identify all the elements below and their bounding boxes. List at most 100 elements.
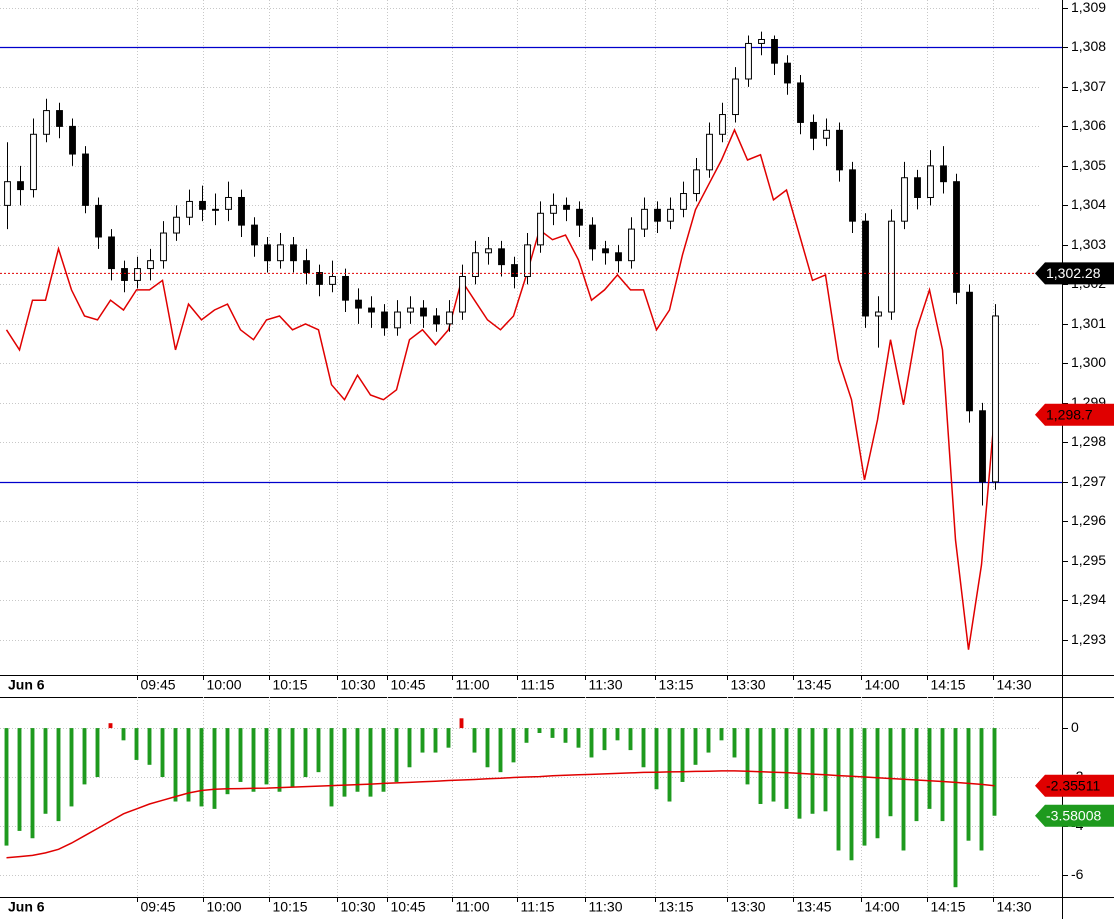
candle-body [862, 220, 869, 317]
candle-body [17, 181, 24, 191]
y-tick-label: 1,304 [1071, 196, 1106, 212]
price-marker-label: -2.35511 [1046, 777, 1100, 793]
candle-body [303, 260, 310, 274]
x-tick-label: 11:30 [589, 677, 623, 693]
histogram-bar [615, 728, 620, 741]
histogram-bar [160, 728, 165, 778]
histogram-bar [108, 723, 113, 729]
histogram-bar [563, 728, 568, 743]
candle-body [693, 169, 700, 195]
candle-body [30, 133, 37, 191]
histogram-bar [758, 728, 763, 804]
candle-body [550, 204, 557, 214]
histogram-bar [277, 728, 282, 792]
x-tick-label: 14:15 [931, 677, 966, 693]
histogram-bar [511, 728, 516, 763]
x-tick-label: 11:15 [521, 677, 555, 693]
histogram-bar [784, 728, 789, 809]
histogram-bar [576, 728, 581, 748]
candle-body [394, 311, 401, 329]
x-tick-label: 11:00 [456, 899, 490, 915]
price-marker [1035, 403, 1114, 426]
x-tick-label: 13:15 [659, 899, 694, 915]
histogram-bar [862, 728, 867, 846]
histogram-bar [121, 728, 126, 741]
candle-body [160, 232, 167, 262]
x-tick-label: 14:00 [865, 899, 900, 915]
candle-body [433, 315, 440, 325]
candle-body [563, 204, 570, 210]
candle-body [420, 307, 427, 317]
y-tick-label: 1,293 [1071, 631, 1106, 647]
candle-body [667, 208, 674, 222]
histogram-bar [329, 728, 334, 807]
histogram-bar [693, 728, 698, 765]
candle-body [329, 275, 336, 285]
candle-body [615, 252, 622, 262]
histogram-bar [706, 728, 711, 753]
date-label: Jun 6 [8, 899, 45, 915]
candle-body [784, 62, 791, 84]
histogram-bar [4, 728, 9, 846]
histogram-bar [82, 728, 87, 785]
price-marker [1035, 804, 1114, 827]
x-tick-label: 11:30 [589, 899, 623, 915]
histogram-bar [537, 728, 542, 733]
histogram-bar [303, 728, 308, 778]
histogram-bar [43, 728, 48, 814]
histogram-bar [966, 728, 971, 841]
x-tick-label: 09:45 [141, 677, 176, 693]
candle-body [238, 196, 245, 226]
x-tick-label: 11:15 [521, 899, 555, 915]
y-tick-label: 1,297 [1071, 473, 1106, 489]
histogram-bar [745, 728, 750, 785]
y-tick-label: 1,306 [1071, 117, 1106, 133]
candle-body [953, 181, 960, 293]
candle-body [121, 268, 128, 281]
candle-body [82, 153, 89, 206]
histogram-bar [667, 728, 672, 802]
histogram-bar [368, 728, 373, 797]
candle-body [407, 307, 414, 313]
histogram-bar [927, 728, 932, 809]
x-tick-label: 11:00 [456, 677, 490, 693]
x-tick-label: 14:15 [931, 899, 966, 915]
histogram-bar [420, 728, 425, 753]
candle-body [251, 224, 258, 246]
histogram-bar [264, 728, 269, 785]
x-tick-label: 13:30 [731, 899, 766, 915]
histogram-bar [979, 728, 984, 851]
x-tick-label: 13:30 [731, 677, 766, 693]
candle-body [290, 244, 297, 262]
histogram-bar [641, 728, 646, 768]
histogram-bar [849, 728, 854, 861]
y-tick-label: 1,295 [1071, 552, 1106, 568]
y-tick-label: 0 [1071, 719, 1079, 735]
line-series [6, 770, 995, 859]
x-tick-label: 10:45 [391, 677, 426, 693]
x-tick-label: 14:00 [865, 677, 900, 693]
histogram-bar [719, 728, 724, 741]
histogram-bar [901, 728, 906, 851]
candle-body [43, 110, 50, 135]
histogram-bar [355, 728, 360, 792]
y-tick-label: -6 [1071, 866, 1084, 882]
candle-body [771, 38, 778, 64]
histogram-bar [771, 728, 776, 802]
y-tick-label: 1,294 [1071, 591, 1106, 607]
candle-body [524, 244, 531, 277]
histogram-bar [134, 728, 139, 760]
candle-body [745, 42, 752, 80]
candle-body [589, 224, 596, 250]
candle-body [654, 208, 661, 222]
candle-body [69, 125, 76, 155]
y-tick-label: 1,298 [1071, 433, 1106, 449]
x-tick-label: 14:30 [997, 899, 1032, 915]
candle-body [888, 220, 895, 313]
histogram-bar [680, 728, 685, 782]
x-tick-label: 10:00 [207, 677, 242, 693]
histogram-bar [836, 728, 841, 851]
candle-body [212, 208, 219, 211]
histogram-bar [342, 728, 347, 797]
candle-body [342, 275, 349, 301]
